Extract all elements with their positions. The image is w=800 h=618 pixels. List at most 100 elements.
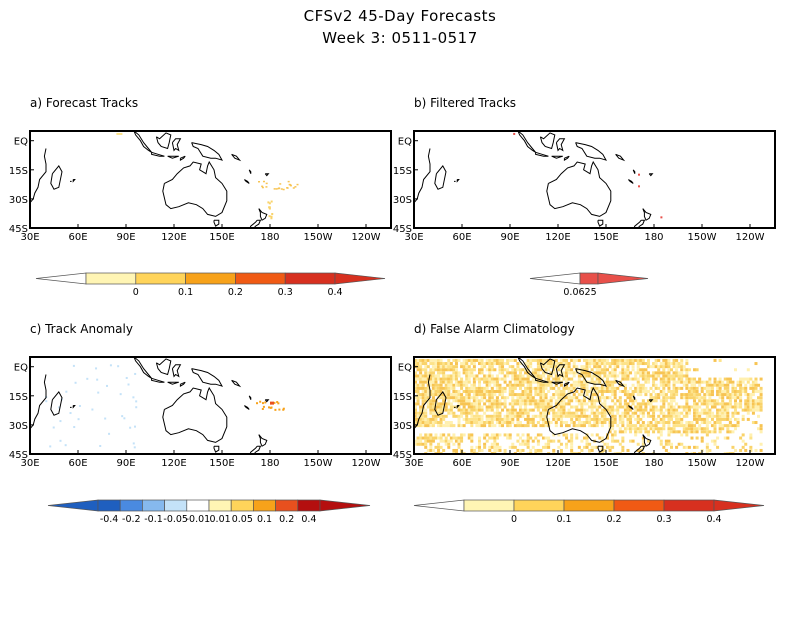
colorbar-label: 0 xyxy=(511,514,517,525)
coastline-flores xyxy=(551,381,563,385)
colorbar-label: 0.3 xyxy=(656,514,671,525)
lat-tick-label: EQ xyxy=(398,363,412,374)
colorbar-label: 0 xyxy=(133,287,139,298)
coastline-solomon xyxy=(615,379,626,388)
lon-tick-label: 30E xyxy=(404,458,423,469)
coastline-newcal xyxy=(244,405,250,410)
colorbar-right-arrow xyxy=(597,272,649,285)
lon-tick-label: 120W xyxy=(352,232,381,243)
coastline-mascarene xyxy=(456,179,460,183)
colorbar-segment xyxy=(613,499,665,512)
coastline-africa xyxy=(30,148,47,204)
coastline-vanuatu xyxy=(248,169,252,174)
colorbar-label: 0.2 xyxy=(279,514,294,525)
coastline-timor xyxy=(179,381,186,387)
coastline-newcal xyxy=(244,179,250,184)
colorbar-left-arrow xyxy=(47,499,99,512)
coastline-flores xyxy=(551,155,563,159)
colorbar-segment xyxy=(284,272,336,285)
colorbar-segment xyxy=(297,499,321,512)
colorbar-segment xyxy=(185,272,236,285)
coastline-madagascar xyxy=(434,165,447,190)
coastline-timor xyxy=(563,155,570,161)
coastline-newguinea xyxy=(191,368,224,387)
panel-b-frame xyxy=(413,130,776,229)
colorbar-segment xyxy=(142,499,165,512)
colorbar-label: 0.4 xyxy=(301,514,316,525)
lon-tick-label: 120E xyxy=(161,458,186,469)
coastline-vanuatu xyxy=(632,395,636,400)
lon-tick-label: 150W xyxy=(688,458,717,469)
coastline-fiji xyxy=(264,173,270,177)
lat-tick-label: 45S xyxy=(9,450,28,461)
lat-tick-label: 15S xyxy=(393,166,412,177)
coastline-java xyxy=(535,151,549,157)
colorbar-label: 0.4 xyxy=(706,514,721,525)
colorbar-segment xyxy=(663,499,715,512)
lon-tick-label: 180 xyxy=(644,458,663,469)
coastline-newguinea xyxy=(575,368,608,387)
colorbar-segment xyxy=(208,499,232,512)
lon-tick-label: 180 xyxy=(260,232,279,243)
colorbar-label: 0.2 xyxy=(606,514,621,525)
coastline-borneo xyxy=(539,358,556,376)
lat-tick-label: 30S xyxy=(9,421,28,432)
colorbar-label: 0.3 xyxy=(278,287,293,298)
colorbar-segment xyxy=(230,499,254,512)
colorbar-label: -0.01 xyxy=(186,514,211,525)
lon-tick-label: 150E xyxy=(209,232,234,243)
coastline-australia xyxy=(546,386,612,443)
colorbar-d: 0 0.1 0.2 0.3 0.4 xyxy=(413,499,765,525)
colorbar-segment xyxy=(186,499,210,512)
colorbar-label: 0.1 xyxy=(556,514,571,525)
colorbar-left-arrow xyxy=(413,499,465,512)
coastline-fiji xyxy=(648,173,654,177)
lon-tick-label: 150W xyxy=(304,458,333,469)
coastline-sumatra xyxy=(517,357,536,379)
colorbar-segment xyxy=(275,499,299,512)
lat-tick-label: 30S xyxy=(393,421,412,432)
coastline-solomon xyxy=(231,153,242,162)
lon-tick-label: 150W xyxy=(688,232,717,243)
colorbar-label: 0.1 xyxy=(257,514,272,525)
coastline-sumatra xyxy=(133,131,152,153)
panel-a-label: a) Forecast Tracks xyxy=(30,96,139,110)
coastline-madagascar xyxy=(434,391,447,416)
coastline-australia xyxy=(162,386,228,443)
lat-tick-label: 45S xyxy=(9,224,28,235)
coastline-vanuatu xyxy=(632,169,636,174)
lat-tick-label: 30S xyxy=(393,195,412,206)
panel-c-label: c) Track Anomaly xyxy=(30,322,133,336)
colorbar-segment xyxy=(85,272,137,285)
colorbar-segment xyxy=(97,499,121,512)
coastline-sulawesi xyxy=(171,138,182,152)
panel-c-frame xyxy=(29,356,392,455)
coastline-newcal xyxy=(628,405,634,410)
lon-tick-label: 60E xyxy=(68,232,87,243)
coastline-fiji xyxy=(264,399,270,403)
coastline-newcal xyxy=(628,179,634,184)
coastline-borneo xyxy=(155,132,172,150)
panel-d-map: 30E 60E 90E 120E 150E 180 150W 120W EQ 15S 30S 45S xyxy=(393,356,776,469)
colorbar-label: -0.4 xyxy=(100,514,119,525)
lon-tick-label: 90E xyxy=(116,232,135,243)
lon-tick-label: 90E xyxy=(116,458,135,469)
coastline-java xyxy=(535,377,549,383)
lon-tick-label: 30E xyxy=(404,232,423,243)
coastline-timor xyxy=(563,381,570,387)
coastline-sulawesi xyxy=(555,138,566,152)
figure-subtitle: Week 3: 0511-0517 xyxy=(322,29,478,47)
coastline-tasmania xyxy=(213,219,220,227)
colorbar-segment xyxy=(579,272,599,285)
panel-d-content xyxy=(414,357,763,454)
colorbar-label: 0.05 xyxy=(232,514,253,525)
coastline-nz_south xyxy=(633,219,646,228)
coastline-africa xyxy=(30,374,47,430)
lat-tick-label: 15S xyxy=(393,392,412,403)
colorbar-label: 0.2 xyxy=(228,287,243,298)
colorbar-label: 0.4 xyxy=(327,287,342,298)
coastline-solomon xyxy=(231,379,242,388)
coastline-madagascar xyxy=(50,391,63,416)
coastline-nz_north xyxy=(258,208,268,221)
panel-a-frame xyxy=(29,130,392,229)
